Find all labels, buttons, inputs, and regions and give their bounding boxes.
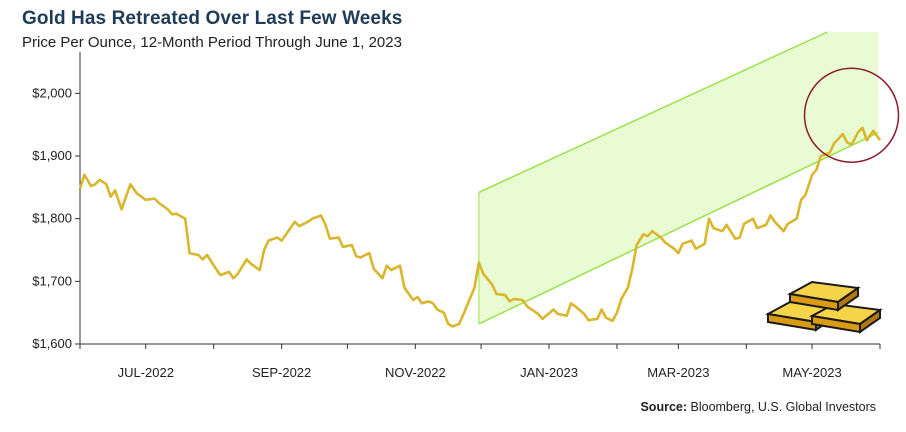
trend-channel (478, 31, 879, 325)
gold-bars-icon (764, 280, 883, 334)
chart-title: Gold Has Retreated Over Last Few Weeks (22, 8, 403, 29)
annotation-layer (803, 67, 900, 164)
x-tick-label: JUL-2022 (118, 365, 174, 380)
price-line (78, 126, 882, 328)
y-tick-label: $1,900 (32, 148, 72, 163)
x-tick-label: SEP-2022 (252, 365, 311, 380)
y-tick-label: $1,800 (32, 211, 72, 226)
channel-upper-line (478, 31, 828, 194)
source-label: Source: (640, 400, 688, 414)
source-text: Bloomberg, U.S. Global Investors (690, 400, 877, 414)
channel-fill (478, 32, 878, 324)
source-note: Source: Bloomberg, U.S. Global Investors (640, 400, 876, 414)
chart-subtitle: Price Per Ounce, 12-Month Period Through… (22, 34, 402, 51)
chart-axes: $1,600 $1,700 $1,800 $1,900 $2,000 JUL-2022 SE… (32, 52, 881, 380)
x-tick-label: JAN-2023 (520, 365, 578, 380)
bar-side (859, 308, 881, 334)
x-tick-label: MAY-2023 (782, 365, 841, 380)
bar-side (837, 286, 859, 312)
channel-lower-line (478, 132, 879, 325)
y-tick-label: $1,700 (32, 273, 72, 288)
price-series (78, 126, 882, 328)
retreat-circle (803, 67, 900, 164)
y-tick-label: $1,600 (32, 336, 72, 351)
y-tick-label: $2,000 (32, 85, 72, 100)
x-tick-label: NOV-2022 (385, 365, 446, 380)
x-tick-label: MAR-2023 (647, 365, 709, 380)
gold-bar-top (786, 280, 861, 312)
